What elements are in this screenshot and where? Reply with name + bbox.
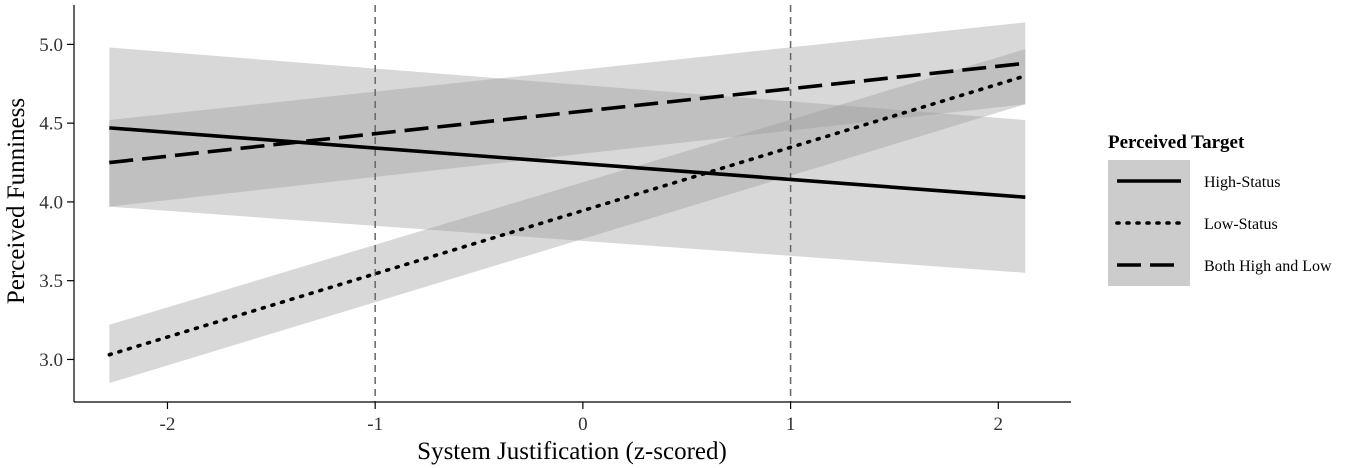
ci-ribbon-3 <box>109 22 1026 207</box>
series-line-3 <box>109 61 1026 165</box>
legend-label: Low-Status <box>1204 216 1278 233</box>
legend-label: Both High and Low <box>1204 258 1332 275</box>
y-axis-label: Perceived Funniness <box>3 98 30 304</box>
fit-lines <box>107 61 1028 357</box>
ci-ribbon-1 <box>109 47 1026 273</box>
y-tick-label: 3.5 <box>39 271 63 292</box>
axes <box>73 5 1071 403</box>
y-tick-label: 4.5 <box>39 114 63 135</box>
y-tick-label: 4.0 <box>39 192 63 213</box>
x-axis-label: System Justification (z-scored) <box>417 438 727 465</box>
x-tick-label: -2 <box>160 414 176 435</box>
legend-title: Perceived Target <box>1108 132 1245 153</box>
x-ticks: -2 -1 0 1 2 <box>160 402 1003 435</box>
y-ticks: 3.0 3.5 4.0 4.5 5.0 <box>39 35 74 371</box>
legend: Perceived Target High-Status Low-Status Bo… <box>1108 132 1332 286</box>
legend-items: High-Status Low-Status Both High and Low <box>1108 160 1332 286</box>
x-tick-label: 0 <box>578 414 588 435</box>
reference-lines <box>374 5 792 402</box>
confidence-ribbons <box>109 22 1026 384</box>
series-line-2 <box>107 74 1028 357</box>
x-tick-label: 1 <box>786 414 796 435</box>
x-tick-label: -1 <box>367 414 383 435</box>
series-line-1 <box>109 126 1026 199</box>
x-tick-label: 2 <box>994 414 1004 435</box>
y-tick-label: 3.0 <box>39 350 63 371</box>
y-tick-label: 5.0 <box>39 35 63 56</box>
legend-label: High-Status <box>1204 174 1280 191</box>
